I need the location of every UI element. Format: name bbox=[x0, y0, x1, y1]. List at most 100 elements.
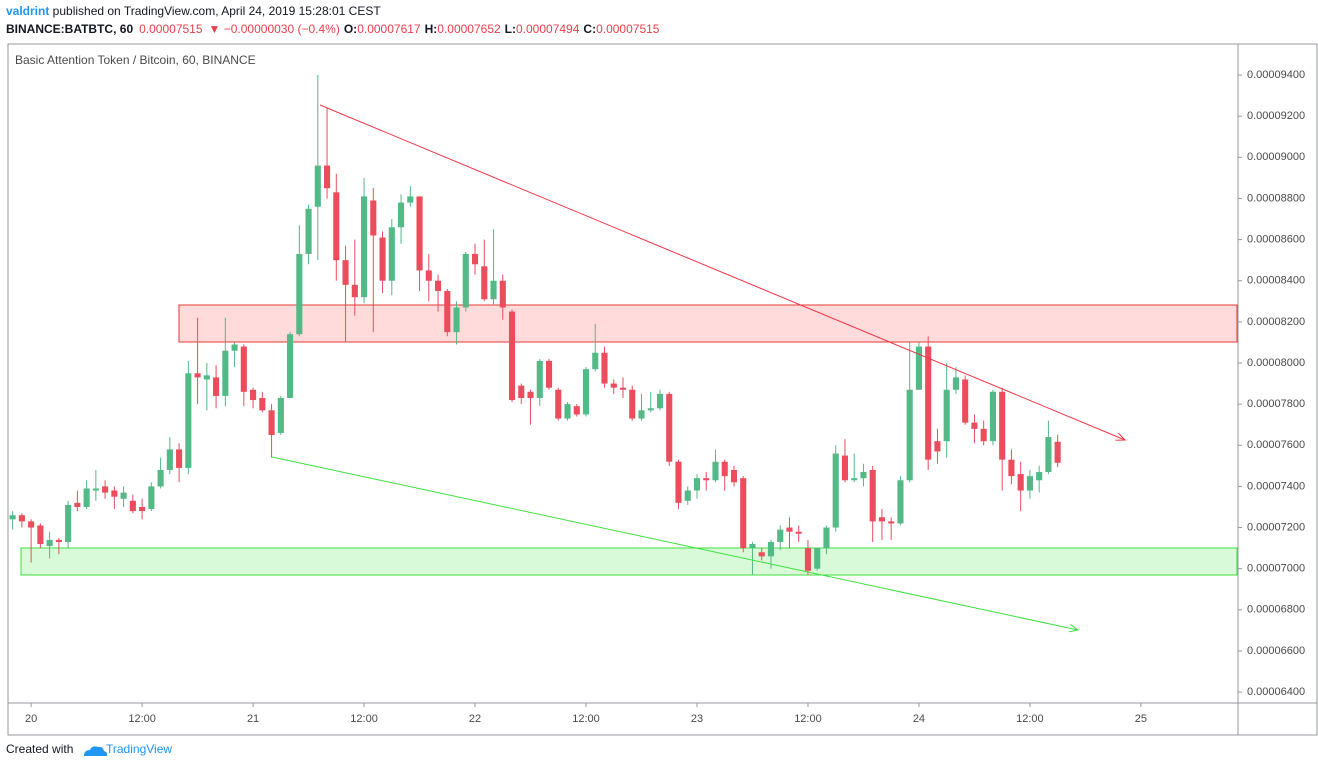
x-tick-label: 23 bbox=[691, 713, 703, 725]
symbol-line: BINANCE:BATBTC, 60 0.00007515 ▼ −0.0000003… bbox=[6, 22, 660, 36]
last-price: 0.00007515 bbox=[139, 22, 203, 36]
candle-body bbox=[647, 408, 654, 411]
candle-body bbox=[869, 469, 876, 522]
candle-body bbox=[666, 393, 673, 462]
y-tick-label: 0.00009400 bbox=[1247, 69, 1305, 81]
frame bbox=[7, 43, 1318, 736]
candle-body bbox=[166, 449, 173, 470]
candle-body bbox=[129, 500, 136, 512]
candle-body bbox=[508, 311, 516, 401]
candle-body bbox=[314, 165, 321, 207]
y-tick-label: 0.00007600 bbox=[1247, 439, 1305, 451]
candle-body bbox=[55, 539, 62, 542]
candle-body bbox=[638, 410, 645, 419]
candle-body bbox=[582, 369, 590, 415]
candle-body bbox=[434, 280, 442, 292]
candles bbox=[9, 75, 1061, 575]
candle-body bbox=[157, 469, 164, 487]
candle-body bbox=[18, 515, 25, 522]
candle-body bbox=[444, 291, 451, 333]
candle-body bbox=[730, 469, 738, 483]
candle-body bbox=[629, 389, 636, 419]
candle-body bbox=[573, 406, 580, 415]
candle-body bbox=[841, 455, 849, 481]
candle-body bbox=[888, 521, 895, 524]
candle-body bbox=[999, 391, 1006, 460]
ohlc-value: 0.00007652 bbox=[437, 22, 501, 36]
candle-body bbox=[703, 478, 710, 481]
candle-body bbox=[499, 280, 506, 308]
candle-body bbox=[213, 377, 220, 396]
y-tick-label: 0.00006600 bbox=[1247, 645, 1305, 657]
candle-body bbox=[721, 461, 728, 477]
candle-body bbox=[46, 539, 53, 547]
axes: 0.00006400 0.00006600 0.00006800 0.00007000… bbox=[25, 69, 1305, 725]
candle-body bbox=[102, 486, 109, 493]
candle-body bbox=[481, 266, 488, 300]
candle-body bbox=[545, 360, 553, 388]
resistance-zone bbox=[178, 304, 1238, 343]
candle-body bbox=[860, 472, 867, 479]
candle-body bbox=[333, 192, 340, 261]
candle-body bbox=[656, 393, 664, 409]
candle-body bbox=[407, 196, 414, 203]
candle-body bbox=[490, 280, 497, 300]
candle-body bbox=[277, 397, 284, 433]
candle-body bbox=[361, 196, 368, 298]
candle-body bbox=[37, 525, 44, 545]
candle-body bbox=[675, 461, 682, 503]
y-tick-label: 0.00008800 bbox=[1247, 192, 1305, 204]
y-tick-label: 0.00007200 bbox=[1247, 521, 1305, 533]
ohlc-value: 0.00007617 bbox=[357, 22, 421, 36]
candle-body bbox=[83, 488, 90, 507]
candle-body bbox=[194, 373, 201, 378]
candle-body bbox=[379, 237, 386, 281]
candle-body bbox=[851, 478, 858, 481]
candle-body bbox=[619, 387, 627, 390]
logo bbox=[84, 746, 108, 756]
candle-body bbox=[555, 389, 562, 419]
candle-body bbox=[370, 200, 377, 236]
candle-body bbox=[767, 541, 775, 557]
candle-body bbox=[65, 504, 72, 542]
y-tick-label: 0.00007800 bbox=[1247, 398, 1305, 410]
candle-body bbox=[287, 334, 294, 398]
candle-body bbox=[185, 373, 192, 468]
x-tick-label: 20 bbox=[25, 713, 37, 725]
trend-line bbox=[319, 104, 1125, 440]
candle-body bbox=[989, 391, 996, 442]
ohlc-label: O: bbox=[344, 22, 357, 36]
candle-body bbox=[324, 165, 331, 189]
candle-body bbox=[740, 478, 747, 549]
candle-body bbox=[111, 490, 118, 497]
candle-body bbox=[971, 422, 978, 429]
candle-body bbox=[176, 449, 183, 468]
candle-body bbox=[952, 377, 959, 390]
candle-body bbox=[28, 521, 35, 528]
y-tick-label: 0.00006800 bbox=[1247, 604, 1305, 616]
candle-body bbox=[832, 453, 839, 528]
candle-body bbox=[268, 410, 275, 435]
symbol: BINANCE:BATBTC, 60 bbox=[6, 22, 133, 36]
candle-body bbox=[749, 544, 756, 549]
candle-body bbox=[240, 346, 247, 392]
candle-body bbox=[897, 480, 904, 524]
ohlc-label: H: bbox=[425, 22, 438, 36]
candle-body bbox=[943, 389, 950, 442]
candle-body bbox=[1054, 441, 1061, 463]
candle-body bbox=[906, 389, 913, 481]
y-tick-label: 0.00008600 bbox=[1247, 234, 1305, 246]
candle-body bbox=[610, 383, 617, 388]
candle-body bbox=[804, 548, 812, 571]
y-tick-label: 0.00009200 bbox=[1247, 110, 1305, 122]
candle-body bbox=[416, 196, 423, 271]
candle-body bbox=[777, 529, 784, 542]
candle-body bbox=[878, 517, 885, 522]
y-tick-label: 0.00008200 bbox=[1247, 316, 1305, 328]
candle-body bbox=[388, 227, 395, 281]
candle-body bbox=[823, 527, 830, 549]
candle-body bbox=[397, 202, 405, 228]
y-tick-label: 0.00007400 bbox=[1247, 480, 1305, 492]
candle-body bbox=[814, 548, 821, 569]
candle-body bbox=[962, 379, 969, 423]
